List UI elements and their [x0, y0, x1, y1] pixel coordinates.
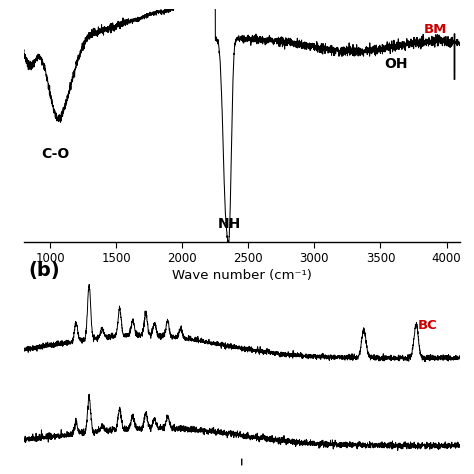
Text: (b): (b)	[28, 261, 60, 280]
Text: BC: BC	[418, 319, 438, 332]
Text: BM: BM	[424, 23, 447, 36]
Text: OH: OH	[384, 57, 408, 72]
Text: NH: NH	[218, 218, 241, 231]
Text: C-O: C-O	[41, 147, 70, 161]
X-axis label: Wave number (cm⁻¹): Wave number (cm⁻¹)	[172, 269, 312, 282]
